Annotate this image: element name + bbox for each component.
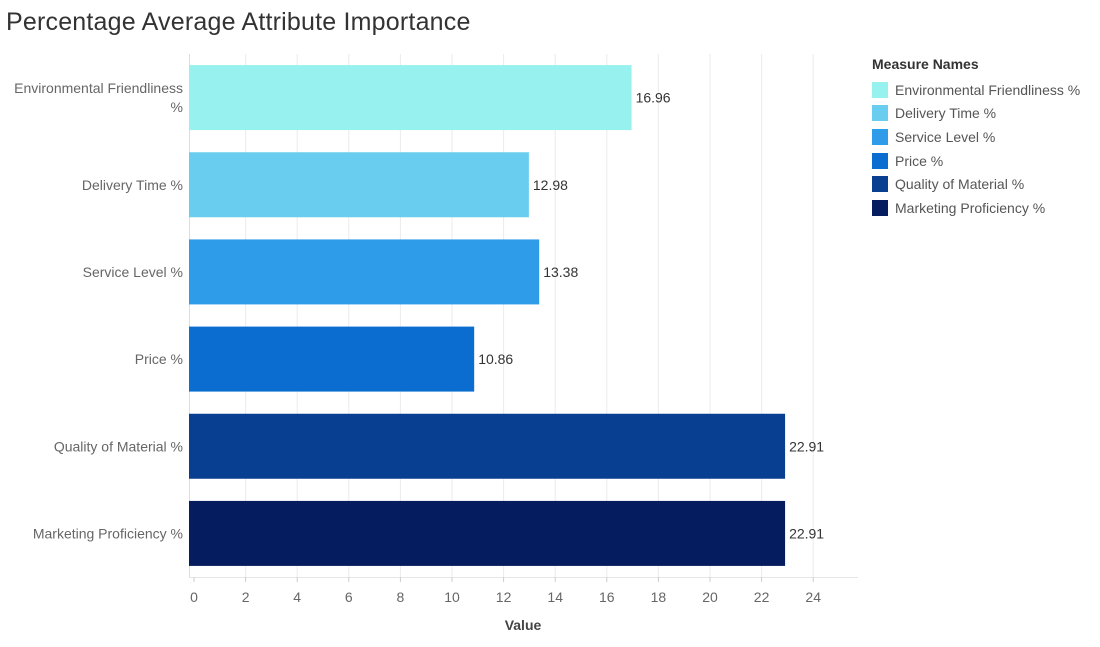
legend-item[interactable]: Environmental Friendliness % xyxy=(872,78,1080,102)
legend-item[interactable]: Quality of Material % xyxy=(872,172,1080,196)
x-tick-label: 20 xyxy=(702,589,718,605)
legend-label: Price % xyxy=(895,152,944,169)
x-tick-label: 24 xyxy=(805,589,821,605)
bar xyxy=(189,326,475,392)
value-label: 12.98 xyxy=(533,177,568,193)
category-label: Delivery Time % xyxy=(82,177,183,193)
x-tick-label: 22 xyxy=(754,589,770,605)
x-tick-label: 6 xyxy=(345,589,353,605)
legend-swatch xyxy=(872,199,888,216)
value-label: 13.38 xyxy=(543,264,578,280)
bar xyxy=(189,152,529,218)
legend-swatch xyxy=(872,81,888,98)
legend-item[interactable]: Marketing Proficiency % xyxy=(872,196,1080,220)
legend-swatch xyxy=(872,152,888,169)
chart-title: Percentage Average Attribute Importance xyxy=(6,8,471,36)
legend-label: Environmental Friendliness % xyxy=(895,81,1081,98)
bar xyxy=(189,65,632,131)
value-label: 22.91 xyxy=(789,525,824,541)
x-tick-label: 12 xyxy=(496,589,512,605)
legend-swatch xyxy=(872,128,888,145)
category-label: Service Level % xyxy=(83,264,183,280)
legend-title: Measure Names xyxy=(872,56,979,72)
legend-swatch xyxy=(872,105,888,122)
x-tick-label: 8 xyxy=(397,589,405,605)
category-label: Quality of Material % xyxy=(54,438,183,454)
legend-swatch xyxy=(872,176,888,193)
legend-items: Environmental Friendliness % Delivery Tim… xyxy=(872,78,1080,220)
value-label: 22.91 xyxy=(789,438,824,454)
legend-item[interactable]: Service Level % xyxy=(872,125,1080,149)
x-tick-label: 2 xyxy=(242,589,250,605)
x-axis-title: Value xyxy=(505,617,542,633)
legend-label: Marketing Proficiency % xyxy=(895,199,1046,216)
legend-item[interactable]: Price % xyxy=(872,149,1080,173)
category-label: Price % xyxy=(135,351,183,367)
bar xyxy=(189,500,786,566)
x-tick-label: 14 xyxy=(547,589,563,605)
value-label: 10.86 xyxy=(478,351,513,367)
legend-label: Service Level % xyxy=(895,128,996,145)
category-label: Environmental Friendliness xyxy=(14,80,183,96)
x-tick-label: 0 xyxy=(190,589,198,605)
bar xyxy=(189,413,786,479)
bar xyxy=(189,239,540,305)
x-tick-label: 10 xyxy=(444,589,460,605)
legend-label: Delivery Time % xyxy=(895,105,997,122)
category-label: Marketing Proficiency % xyxy=(33,525,183,541)
legend: Measure Names Environmental Friendliness… xyxy=(872,56,1080,220)
x-tick-label: 18 xyxy=(651,589,667,605)
x-tick-label: 4 xyxy=(293,589,301,605)
x-tick-label: 16 xyxy=(599,589,615,605)
legend-item[interactable]: Delivery Time % xyxy=(872,102,1080,126)
value-label: 16.96 xyxy=(636,90,671,106)
legend-label: Quality of Material % xyxy=(895,176,1025,193)
category-label: % xyxy=(171,99,183,115)
